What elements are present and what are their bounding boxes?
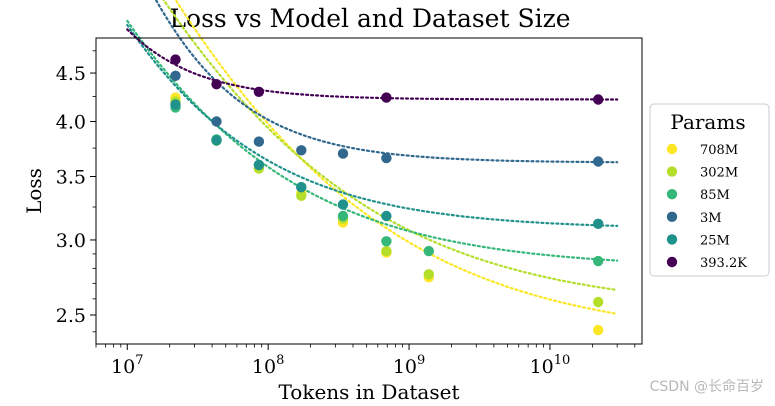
point-4-3 bbox=[296, 182, 307, 193]
point-5-2 bbox=[253, 86, 265, 98]
legend-label-4: 25M bbox=[700, 233, 730, 248]
point-1-3 bbox=[296, 190, 307, 201]
legend-label-2: 85M bbox=[700, 188, 730, 203]
point-3-0 bbox=[170, 70, 181, 82]
fit-line-3 bbox=[154, 0, 619, 164]
y-axis-label: Loss bbox=[22, 168, 46, 214]
x-tick-label-1: 108 bbox=[252, 353, 284, 378]
y-tick-label-3: 4.0 bbox=[56, 112, 86, 134]
point-5-0 bbox=[170, 54, 181, 65]
point-1-6 bbox=[423, 269, 434, 280]
fit-line-2 bbox=[126, 19, 619, 262]
legend-marker-3 bbox=[666, 211, 678, 222]
data-points bbox=[170, 54, 604, 336]
y-axis-ticks: 2.5 3.0 3.5 4.0 4.5 bbox=[56, 50, 96, 333]
legend-label-5: 393.2K bbox=[700, 256, 747, 271]
fit-line-1 bbox=[162, 0, 619, 292]
legend-marker-4 bbox=[666, 234, 678, 245]
legend-marker-1 bbox=[666, 166, 678, 177]
point-3-6 bbox=[593, 156, 604, 167]
legend-items: 708M 302M 85M 3M 25M 393.2K bbox=[666, 143, 747, 271]
fit-line-5 bbox=[126, 28, 619, 101]
x-tick-label-2: 109 bbox=[393, 353, 425, 378]
point-2-5 bbox=[381, 236, 392, 247]
point-4-6 bbox=[593, 218, 604, 229]
point-5-1 bbox=[211, 79, 222, 90]
point-4-1 bbox=[211, 135, 222, 146]
y-tick-label-4: 4.5 bbox=[56, 63, 86, 85]
x-tick-label-3: 1010 bbox=[530, 353, 571, 378]
legend-marker-5 bbox=[666, 256, 678, 268]
legend-label-0: 708M bbox=[700, 143, 738, 158]
y-tick-label-0: 2.5 bbox=[56, 305, 86, 327]
point-2-6 bbox=[423, 245, 434, 257]
y-tick-label-2: 3.5 bbox=[56, 167, 86, 189]
x-axis-ticks: 107 108 109 1010 bbox=[95, 344, 636, 378]
legend: Params 708M 302M 85M 3M 25M 393.2K bbox=[649, 103, 770, 277]
point-4-0 bbox=[170, 99, 181, 110]
legend-marker-0 bbox=[666, 143, 678, 155]
y-tick-label-1: 3.0 bbox=[56, 230, 86, 252]
legend-marker-2 bbox=[666, 189, 678, 200]
point-0-7 bbox=[593, 324, 604, 336]
fit-lines bbox=[126, 0, 619, 315]
point-3-3 bbox=[296, 145, 307, 156]
point-2-4 bbox=[337, 210, 349, 222]
point-1-5 bbox=[381, 245, 392, 257]
legend-title: Params bbox=[670, 110, 745, 134]
fit-line-0 bbox=[174, 0, 619, 315]
point-4-5 bbox=[381, 210, 392, 222]
legend-label-3: 3M bbox=[700, 211, 722, 226]
point-3-2 bbox=[253, 136, 265, 147]
point-5-4 bbox=[593, 94, 604, 105]
point-2-7 bbox=[593, 255, 604, 267]
chart-title: Loss vs Model and Dataset Size bbox=[169, 4, 570, 33]
point-4-4 bbox=[337, 199, 349, 210]
point-3-1 bbox=[211, 116, 222, 127]
point-5-3 bbox=[381, 92, 392, 103]
x-axis-label: Tokens in Dataset bbox=[279, 380, 460, 404]
legend-box bbox=[649, 103, 770, 277]
fit-line-4 bbox=[126, 23, 619, 227]
watermark: CSDN @长命百岁 bbox=[650, 378, 764, 395]
point-3-5 bbox=[381, 152, 392, 164]
point-1-7 bbox=[593, 296, 604, 308]
point-4-2 bbox=[253, 159, 265, 171]
plot-area-frame bbox=[95, 37, 643, 345]
legend-label-1: 302M bbox=[700, 166, 738, 181]
x-tick-label-0: 107 bbox=[111, 353, 143, 378]
point-3-4 bbox=[337, 148, 349, 159]
